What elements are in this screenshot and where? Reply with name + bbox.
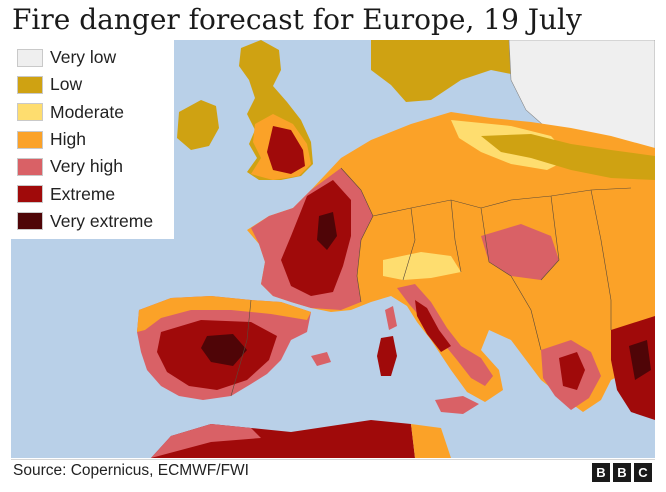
greece-extreme-region — [559, 352, 585, 390]
legend-label: Moderate — [50, 101, 124, 122]
europe-map — [11, 40, 655, 458]
france-very-extreme-region — [317, 212, 337, 250]
legend-swatch — [17, 48, 43, 67]
legend-item-extreme: Extreme — [17, 180, 174, 207]
north-africa-coast-region — [151, 424, 261, 458]
legend-swatch — [17, 185, 43, 204]
legend-label: Very extreme — [50, 210, 154, 231]
sicily-region — [435, 396, 479, 414]
north-africa-east-region — [411, 424, 451, 458]
legend-item-very-high: Very high — [17, 153, 174, 180]
legend-item-high: High — [17, 126, 174, 153]
alps-moderate-region — [383, 252, 461, 280]
map-title: Fire danger forecast for Europe, 19 July — [12, 3, 582, 36]
fire-danger-map: Very low Low Moderate High Very high Ext… — [11, 40, 655, 458]
footer-divider — [11, 459, 655, 460]
sardinia-region — [377, 336, 397, 376]
bbc-logo-letter: C — [634, 463, 652, 482]
legend-item-very-low: Very low — [17, 44, 174, 71]
england-extreme-region — [267, 126, 305, 174]
balearic-region — [311, 352, 331, 366]
map-legend: Very low Low Moderate High Very high Ext… — [11, 40, 174, 239]
iberia-very-extreme-region — [201, 334, 247, 366]
legend-swatch — [17, 212, 43, 231]
legend-swatch — [17, 75, 43, 94]
legend-label: Very low — [50, 47, 117, 68]
legend-label: High — [50, 129, 86, 150]
balkans-very-high-region — [481, 224, 559, 280]
corsica-region — [385, 306, 397, 330]
turkey-very-extreme-region — [629, 340, 651, 380]
source-credit: Source: Copernicus, ECMWF/FWI — [13, 462, 249, 479]
iberia-high-coast-region — [137, 296, 311, 332]
bbc-logo: B B C — [592, 463, 652, 482]
poland-low-region — [481, 134, 655, 180]
bbc-logo-letter: B — [592, 463, 610, 482]
ireland-region — [177, 100, 219, 150]
legend-swatch — [17, 130, 43, 149]
legend-swatch — [17, 103, 43, 122]
france-extreme-region — [281, 180, 351, 296]
legend-item-moderate: Moderate — [17, 99, 174, 126]
italy-extreme-region — [415, 300, 451, 352]
country-borders — [230, 167, 632, 397]
legend-label: Very high — [50, 156, 123, 177]
legend-label: Low — [50, 74, 83, 95]
legend-item-very-extreme: Very extreme — [17, 208, 174, 235]
bbc-logo-letter: B — [613, 463, 631, 482]
legend-item-low: Low — [17, 71, 174, 98]
legend-swatch — [17, 157, 43, 176]
legend-label: Extreme — [50, 183, 116, 204]
